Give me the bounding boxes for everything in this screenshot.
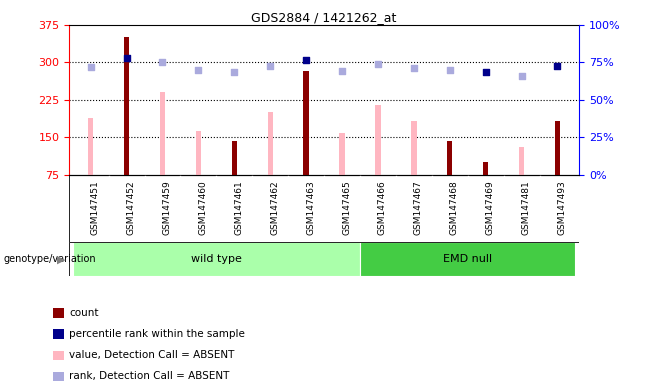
Text: GSM147459: GSM147459 — [163, 180, 172, 235]
Text: GSM147462: GSM147462 — [270, 180, 279, 235]
Text: GSM147465: GSM147465 — [342, 180, 351, 235]
Text: GSM147460: GSM147460 — [198, 180, 207, 235]
Point — [121, 55, 132, 61]
Point — [337, 68, 347, 74]
Point — [157, 59, 168, 65]
Bar — [411, 121, 417, 175]
Point — [552, 63, 563, 70]
Bar — [375, 105, 380, 175]
Point — [372, 61, 383, 68]
Bar — [303, 71, 309, 175]
Point — [301, 57, 311, 63]
Point — [409, 65, 419, 71]
Point — [480, 69, 491, 75]
Bar — [72, 242, 360, 276]
Title: GDS2884 / 1421262_at: GDS2884 / 1421262_at — [251, 11, 397, 24]
Bar — [195, 131, 201, 175]
Bar — [555, 121, 560, 175]
Bar — [519, 147, 524, 175]
Text: GSM147463: GSM147463 — [306, 180, 315, 235]
Text: GSM147467: GSM147467 — [414, 180, 423, 235]
Point — [86, 64, 96, 70]
Text: ▶: ▶ — [57, 254, 66, 264]
Text: GSM147468: GSM147468 — [450, 180, 459, 235]
Bar — [268, 112, 273, 175]
Text: GSM147452: GSM147452 — [126, 180, 136, 235]
Text: GSM147493: GSM147493 — [557, 180, 567, 235]
Bar — [88, 118, 93, 175]
Text: wild type: wild type — [191, 254, 241, 264]
Text: count: count — [69, 308, 99, 318]
Text: EMD null: EMD null — [443, 254, 492, 264]
Text: rank, Detection Call = ABSENT: rank, Detection Call = ABSENT — [69, 371, 230, 381]
Point — [517, 73, 527, 79]
Text: value, Detection Call = ABSENT: value, Detection Call = ABSENT — [69, 350, 234, 360]
Point — [229, 69, 240, 75]
Text: percentile rank within the sample: percentile rank within the sample — [69, 329, 245, 339]
Text: GSM147466: GSM147466 — [378, 180, 387, 235]
Point — [193, 67, 203, 73]
Text: GSM147461: GSM147461 — [234, 180, 243, 235]
Text: genotype/variation: genotype/variation — [3, 254, 96, 264]
Text: GSM147451: GSM147451 — [91, 180, 99, 235]
Bar — [124, 37, 129, 175]
Bar — [232, 141, 237, 175]
Bar — [483, 162, 488, 175]
Bar — [360, 242, 576, 276]
Bar — [447, 141, 453, 175]
Point — [445, 67, 455, 73]
Text: GSM147481: GSM147481 — [522, 180, 530, 235]
Bar — [340, 133, 345, 175]
Point — [265, 63, 276, 70]
Bar — [160, 92, 165, 175]
Text: GSM147469: GSM147469 — [486, 180, 495, 235]
